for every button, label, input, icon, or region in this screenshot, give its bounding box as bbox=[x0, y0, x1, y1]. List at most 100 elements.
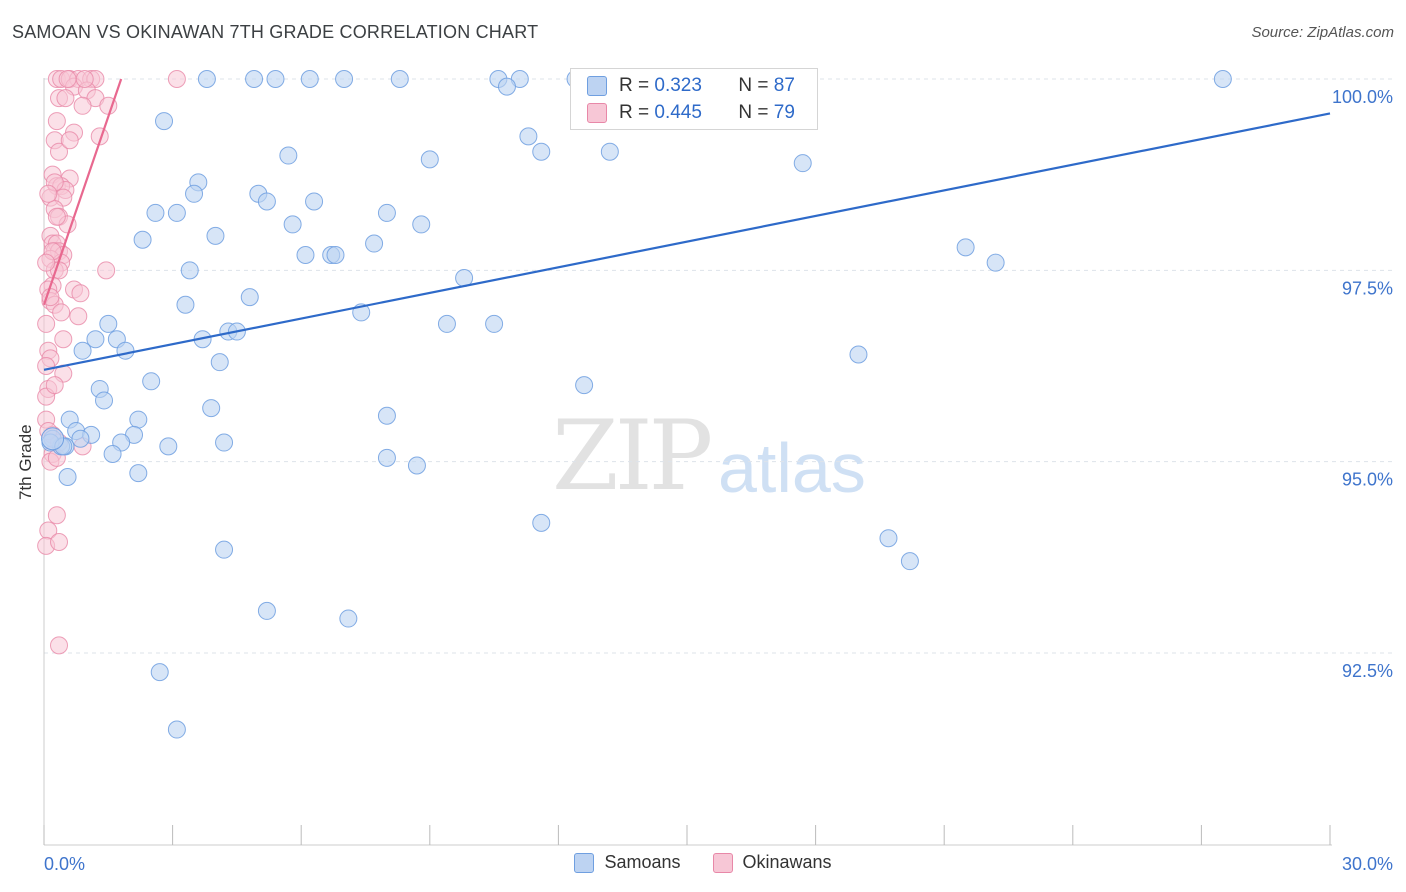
stats-row-samoans: R = 0.323 N = 87 bbox=[587, 73, 795, 99]
legend-item-samoans[interactable]: Samoans bbox=[574, 852, 681, 873]
r-label: R = bbox=[619, 75, 650, 96]
y-tick-label: 92.5% bbox=[1342, 661, 1393, 681]
trend-lines bbox=[42, 78, 1331, 371]
stats-row-okinawans: R = 0.445 N = 79 bbox=[587, 100, 795, 126]
x-tick-label: 0.0% bbox=[44, 854, 85, 874]
samoans-point bbox=[412, 215, 431, 234]
samoans-point bbox=[245, 70, 264, 88]
okinawans-point bbox=[47, 112, 66, 131]
samoans-point bbox=[986, 253, 1005, 272]
samoans-point bbox=[150, 663, 169, 682]
okinawans-point bbox=[50, 533, 69, 552]
samoans-legend-label: Samoans bbox=[604, 852, 681, 872]
samoans-point bbox=[497, 77, 516, 96]
okinawans-point bbox=[45, 376, 64, 395]
samoans-point bbox=[390, 70, 409, 88]
samoans-point bbox=[206, 226, 225, 245]
y-tick-label: 100.0% bbox=[1332, 87, 1393, 107]
samoans-point bbox=[159, 437, 178, 456]
samoans-point bbox=[116, 341, 135, 360]
samoans-point bbox=[133, 230, 152, 249]
okinawans-point bbox=[73, 96, 92, 115]
n-label: N = bbox=[738, 75, 769, 96]
watermark-atlas: atlas bbox=[718, 429, 866, 507]
okinawans-point bbox=[37, 253, 56, 272]
okinawans-point bbox=[50, 636, 69, 655]
samoans-point bbox=[266, 70, 285, 88]
samoans-point bbox=[900, 552, 919, 571]
okinawans-point bbox=[39, 184, 58, 203]
samoans-point bbox=[407, 456, 426, 475]
okinawans-legend-swatch bbox=[712, 852, 733, 873]
samoans-point bbox=[71, 429, 90, 448]
samoans-point bbox=[296, 246, 315, 265]
samoans-point bbox=[142, 372, 161, 391]
okinawans-point bbox=[54, 330, 73, 349]
samoans-point bbox=[532, 513, 551, 532]
chart-title: SAMOAN VS OKINAWAN 7TH GRADE CORRELATION… bbox=[12, 22, 539, 42]
n-label: N = bbox=[738, 102, 769, 123]
y-axis-label: 7th Grade bbox=[16, 424, 35, 500]
samoans-cluster-point bbox=[41, 427, 65, 451]
samoans-point bbox=[283, 215, 302, 234]
samoans-point bbox=[339, 609, 358, 628]
okinawans-swatch bbox=[587, 103, 607, 123]
okinawans-point bbox=[69, 307, 88, 326]
samoans-point bbox=[202, 399, 221, 418]
okinawans-legend-label: Okinawans bbox=[742, 852, 832, 872]
samoans-point bbox=[519, 127, 538, 146]
samoans-point bbox=[210, 353, 229, 372]
samoans-point bbox=[215, 540, 234, 559]
legend-item-okinawans[interactable]: Okinawans bbox=[712, 852, 832, 873]
samoans-trend-line bbox=[43, 112, 1331, 371]
samoans-point bbox=[365, 234, 384, 253]
samoans-point bbox=[377, 406, 396, 425]
watermark-zip: ZIP bbox=[552, 400, 713, 512]
source-label[interactable]: Source: ZipAtlas.com bbox=[1251, 24, 1394, 41]
okinawans-trend-line bbox=[42, 78, 123, 306]
x-tick-label: 30.0% bbox=[1342, 854, 1393, 874]
samoans-point bbox=[575, 376, 594, 395]
y-tick-label: 97.5% bbox=[1342, 278, 1393, 298]
samoans-point bbox=[86, 330, 105, 349]
samoans-point bbox=[485, 314, 504, 333]
samoans-point bbox=[420, 150, 439, 169]
samoans-point bbox=[129, 464, 148, 483]
samoans-point bbox=[95, 391, 114, 410]
samoans-point bbox=[73, 341, 92, 360]
samoans-point bbox=[1213, 70, 1232, 88]
samoans-point bbox=[279, 146, 298, 165]
samoans-point bbox=[326, 246, 345, 265]
samoans-legend-swatch bbox=[574, 852, 595, 873]
samoans-r-value: 0.323 bbox=[654, 75, 702, 96]
samoans-point bbox=[377, 203, 396, 222]
okinawans-point bbox=[50, 142, 69, 161]
grid-lines bbox=[44, 78, 1392, 654]
samoans-point bbox=[300, 70, 319, 88]
samoans-point bbox=[437, 314, 456, 333]
okinawans-point bbox=[58, 70, 77, 88]
samoans-point bbox=[129, 410, 148, 429]
samoans-point bbox=[180, 261, 199, 280]
y-tick-label: 95.0% bbox=[1342, 470, 1393, 490]
samoans-point bbox=[335, 70, 354, 88]
okinawans-r-value: 0.445 bbox=[654, 102, 702, 123]
okinawans-point bbox=[71, 284, 90, 303]
okinawans-n-value: 79 bbox=[773, 102, 795, 123]
okinawans-point bbox=[56, 89, 75, 108]
samoans-point bbox=[215, 433, 234, 452]
samoans-point bbox=[103, 445, 122, 464]
bottom-legend: Samoans Okinawans bbox=[0, 852, 1406, 873]
samoans-point bbox=[377, 448, 396, 467]
samoans-point bbox=[155, 112, 174, 131]
samoans-point bbox=[956, 238, 975, 257]
samoans-point bbox=[167, 720, 186, 739]
samoans-point bbox=[176, 295, 195, 314]
okinawans-point bbox=[47, 207, 66, 226]
samoans-point bbox=[185, 184, 204, 203]
samoans-point bbox=[146, 203, 165, 222]
samoans-point bbox=[257, 192, 276, 211]
samoans-point bbox=[58, 467, 77, 486]
okinawans-point bbox=[60, 131, 79, 150]
